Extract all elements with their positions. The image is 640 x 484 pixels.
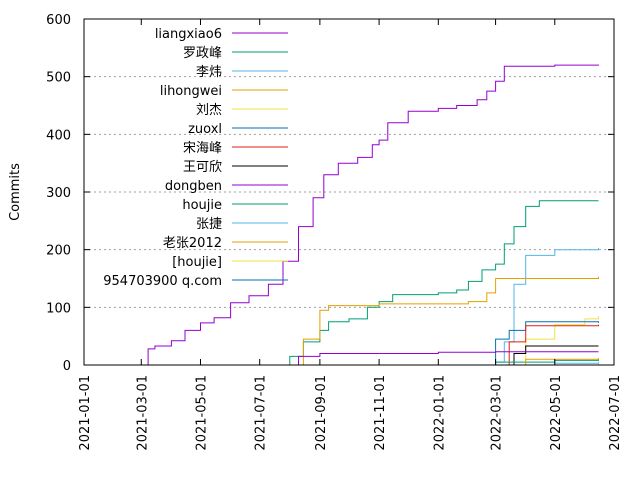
- x-tick-label: 2021-01-01: [78, 375, 93, 451]
- legend-item: 王可欣: [183, 160, 288, 175]
- legend-item: 老张2012: [163, 236, 288, 251]
- x-tick-label: 2021-05-01: [194, 375, 209, 451]
- x-tick-label: 2022-07-01: [608, 375, 623, 451]
- y-tick-label: 500: [46, 71, 71, 86]
- series-line: [495, 358, 599, 366]
- legend-label: 宋海峰: [183, 141, 222, 156]
- legend-item: [houjie]: [172, 255, 288, 270]
- legend-item: 张捷: [196, 217, 288, 232]
- legend-item: 罗政峰: [183, 46, 288, 61]
- legend-item: liangxiao6: [155, 27, 288, 42]
- series-line: [141, 64, 599, 366]
- grid: [84, 76, 614, 308]
- legend-label: 罗政峰: [183, 46, 222, 61]
- y-tick-label: 100: [46, 301, 71, 316]
- legend-label: zuoxl: [188, 122, 222, 137]
- legend-item: 李炜: [196, 65, 288, 80]
- x-axis-ticks: 2021-01-01 2021-03-01 2021-05-01 2021-07-01…: [78, 19, 623, 451]
- legend-item: 954703900 q.com: [103, 274, 288, 289]
- y-tick-label: 600: [46, 13, 71, 28]
- legend-item: 宋海峰: [183, 141, 288, 156]
- legend-label: 954703900 q.com: [103, 274, 222, 289]
- legend-item: dongben: [165, 179, 288, 194]
- series-line: [495, 316, 599, 366]
- series-line: [283, 276, 599, 366]
- y-tick-label: 300: [46, 186, 71, 201]
- x-tick-label: 2022-01-01: [432, 375, 447, 451]
- y-axis-label: Commits: [8, 163, 23, 221]
- x-tick-label: 2021-11-01: [373, 375, 388, 451]
- x-tick-label: 2022-05-01: [549, 375, 564, 451]
- legend-label: 李炜: [196, 65, 222, 80]
- y-axis-ticks: 0 100 200 300 400 500 600: [46, 13, 614, 374]
- legend-label: 老张2012: [163, 236, 222, 251]
- legend-item: houjie: [182, 198, 288, 213]
- x-tick-label: 2021-07-01: [254, 375, 269, 451]
- x-tick-label: 2021-09-01: [314, 375, 329, 451]
- legend-label: dongben: [165, 179, 222, 194]
- legend-label: 张捷: [196, 217, 222, 232]
- legend-item: zuoxl: [188, 122, 288, 137]
- x-tick-label: 2021-03-01: [135, 375, 150, 451]
- legend-label: houjie: [182, 198, 222, 213]
- y-tick-label: 400: [46, 128, 71, 143]
- y-tick-label: 200: [46, 244, 71, 259]
- series-line: [278, 200, 599, 366]
- legend-label: liangxiao6: [155, 27, 222, 42]
- legend-label: [houjie]: [172, 255, 222, 270]
- series-line: [468, 321, 599, 366]
- legend-item: 刘杰: [196, 103, 288, 118]
- series-line: [482, 247, 599, 366]
- legend-label: 王可欣: [183, 160, 222, 175]
- legend-label: lihongwei: [160, 84, 222, 99]
- x-tick-label: 2022-03-01: [490, 375, 505, 451]
- series-line: [278, 351, 599, 366]
- y-tick-label: 0: [63, 359, 71, 374]
- legend-item: lihongwei: [160, 84, 288, 99]
- legend-label: 刘杰: [196, 103, 222, 118]
